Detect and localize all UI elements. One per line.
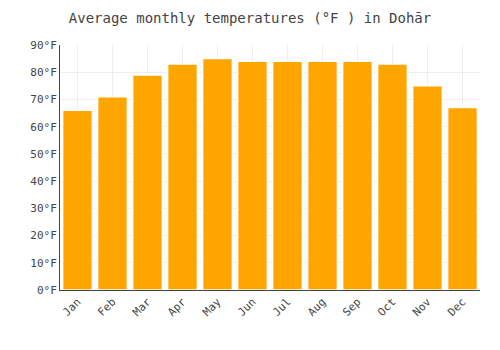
svg-text:30°F: 30°F	[30, 202, 57, 215]
svg-text:70°F: 70°F	[30, 93, 57, 106]
svg-text:Sep: Sep	[340, 296, 363, 319]
svg-text:Jun: Jun	[235, 296, 258, 319]
svg-text:90°F: 90°F	[30, 39, 57, 52]
svg-text:Average monthly temperatures (: Average monthly temperatures (°F ) in Do…	[69, 10, 431, 26]
svg-text:Apr: Apr	[165, 295, 189, 319]
svg-text:Nov: Nov	[410, 295, 434, 319]
svg-text:Mar: Mar	[130, 295, 154, 319]
svg-text:Jan: Jan	[60, 296, 83, 319]
svg-text:Feb: Feb	[95, 296, 118, 319]
svg-text:May: May	[200, 295, 224, 319]
svg-text:40°F: 40°F	[30, 175, 57, 188]
svg-text:Oct: Oct	[375, 296, 398, 319]
svg-text:0°F: 0°F	[37, 284, 57, 297]
svg-text:60°F: 60°F	[30, 121, 57, 134]
svg-text:Aug: Aug	[305, 296, 328, 319]
svg-text:10°F: 10°F	[30, 257, 57, 270]
svg-text:Jul: Jul	[270, 296, 293, 319]
svg-text:80°F: 80°F	[30, 66, 57, 79]
svg-text:50°F: 50°F	[30, 148, 57, 161]
svg-text:20°F: 20°F	[30, 229, 57, 242]
svg-text:Dec: Dec	[445, 296, 468, 319]
